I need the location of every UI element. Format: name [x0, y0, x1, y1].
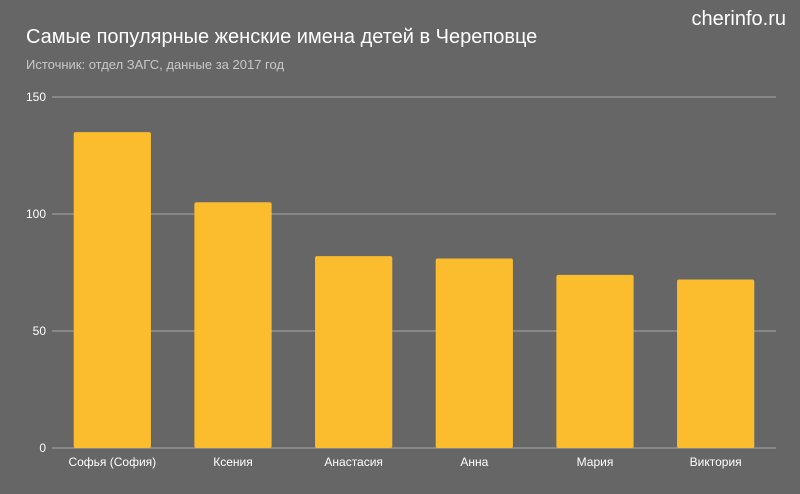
- y-tick-label: 150: [26, 90, 46, 104]
- x-category-label: Анастасия: [324, 455, 383, 469]
- x-axis-labels: Софья (София) Ксения Анастасия Анна Мария Вик…: [68, 455, 741, 469]
- x-category-label: Анна: [460, 455, 488, 469]
- y-tick-label: 0: [39, 441, 46, 455]
- y-tick-label: 100: [26, 207, 46, 221]
- bar: [73, 132, 151, 448]
- bar: [677, 279, 755, 448]
- chart-subtitle: Источник: отдел ЗАГС, данные за 2017 год: [26, 57, 285, 72]
- bar: [556, 274, 634, 448]
- chart-title: Самые популярные женские имена детей в Ч…: [26, 26, 538, 48]
- x-category-label: Мария: [577, 455, 614, 469]
- brand-logo: cherinfo.ru: [691, 8, 787, 30]
- x-category-label: Виктория: [690, 455, 742, 469]
- grid-lines: [52, 96, 776, 449]
- bars: [73, 132, 755, 448]
- y-tick-label: 50: [33, 324, 47, 338]
- x-category-label: Ксения: [213, 455, 253, 469]
- bar: [315, 256, 393, 448]
- x-category-label: Софья (София): [68, 455, 156, 469]
- bar: [194, 202, 272, 448]
- y-axis-ticks: 0 50 100 150: [26, 90, 46, 455]
- bar: [435, 258, 513, 448]
